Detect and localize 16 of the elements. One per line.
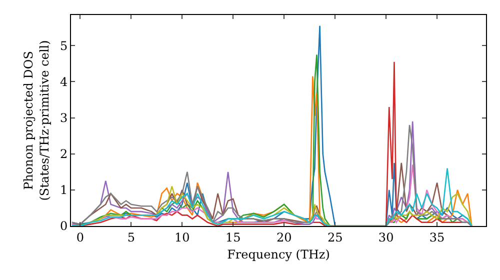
x-tick-label: 35 (429, 230, 445, 244)
y-tick-label: 4 (60, 74, 68, 89)
y-axis-title: Phonon projected DOS (States/THz·primitive cell) (22, 40, 52, 201)
x-tick-label: 30 (378, 230, 394, 244)
x-axis-title: Frequency (THz) (227, 247, 330, 262)
y-tick-label: 5 (60, 38, 68, 53)
y-tick-label: 0 (60, 219, 68, 234)
x-tick-label: 5 (127, 230, 135, 244)
y-tick-label: 3 (60, 110, 68, 125)
x-tick-label: 0 (76, 230, 84, 244)
x-tick-label: 10 (174, 230, 190, 244)
x-tick-label: 15 (225, 230, 241, 244)
y-tick-label: 2 (60, 147, 68, 162)
y-tick-label: 1 (60, 183, 68, 198)
x-tick-label: 25 (327, 230, 343, 244)
x-tick-label: 20 (276, 230, 292, 244)
